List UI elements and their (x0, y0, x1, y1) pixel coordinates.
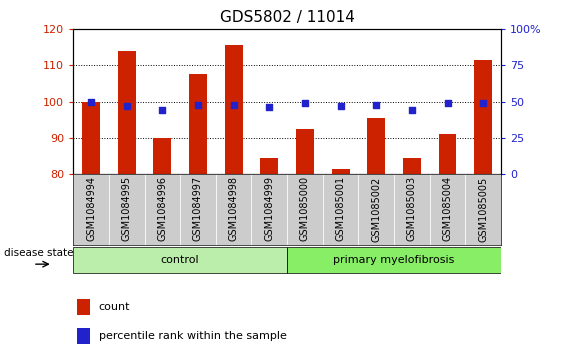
Bar (474, 60, 492, 174)
Text: GSM1084995: GSM1084995 (122, 176, 132, 241)
Bar (367, 118, 385, 174)
Bar (109, 174, 145, 245)
Text: GSM1084997: GSM1084997 (193, 176, 203, 241)
Text: primary myelofibrosis: primary myelofibrosis (333, 255, 455, 265)
Point (443, 100, 452, 106)
Bar (332, 169, 350, 174)
Bar (466, 174, 501, 245)
Point (265, 105, 274, 110)
Point (408, 107, 417, 113)
Text: GSM1085000: GSM1085000 (300, 176, 310, 241)
Point (229, 102, 238, 107)
Bar (323, 174, 359, 245)
Bar (287, 174, 323, 245)
Text: GSM1085004: GSM1085004 (443, 176, 453, 241)
Point (301, 100, 310, 106)
Bar (260, 158, 278, 174)
Bar (403, 158, 421, 174)
Bar (153, 138, 171, 174)
Bar (82, 102, 100, 174)
Bar (73, 174, 109, 245)
Bar (394, 174, 430, 245)
Text: GSM1085003: GSM1085003 (407, 176, 417, 241)
Text: GSM1084996: GSM1084996 (157, 176, 167, 241)
Text: disease state: disease state (4, 248, 73, 258)
Bar (180, 174, 216, 245)
Point (158, 107, 167, 113)
Point (194, 102, 203, 107)
Text: GSM1084994: GSM1084994 (86, 176, 96, 241)
Bar (216, 174, 252, 245)
Text: GSM1085005: GSM1085005 (478, 176, 488, 242)
Bar (118, 51, 136, 174)
Text: GSM1084999: GSM1084999 (264, 176, 274, 241)
Text: GSM1085002: GSM1085002 (371, 176, 381, 242)
Text: count: count (99, 302, 131, 313)
Title: GDS5802 / 11014: GDS5802 / 11014 (220, 10, 355, 25)
Bar (439, 134, 457, 174)
Point (87, 99, 96, 105)
Point (479, 100, 488, 106)
Text: percentile rank within the sample: percentile rank within the sample (99, 331, 287, 341)
Bar (287, 247, 501, 273)
Bar (145, 174, 180, 245)
Text: GSM1084998: GSM1084998 (229, 176, 239, 241)
Bar (225, 45, 243, 174)
Text: GSM1085001: GSM1085001 (336, 176, 346, 241)
Text: control: control (161, 255, 199, 265)
Bar (189, 74, 207, 174)
Point (372, 102, 381, 107)
Bar (78, 328, 90, 344)
Bar (430, 174, 466, 245)
Point (336, 103, 345, 109)
Bar (252, 174, 287, 245)
Bar (73, 247, 287, 273)
Bar (296, 129, 314, 174)
Bar (78, 299, 90, 315)
Bar (359, 174, 394, 245)
Point (122, 103, 131, 109)
